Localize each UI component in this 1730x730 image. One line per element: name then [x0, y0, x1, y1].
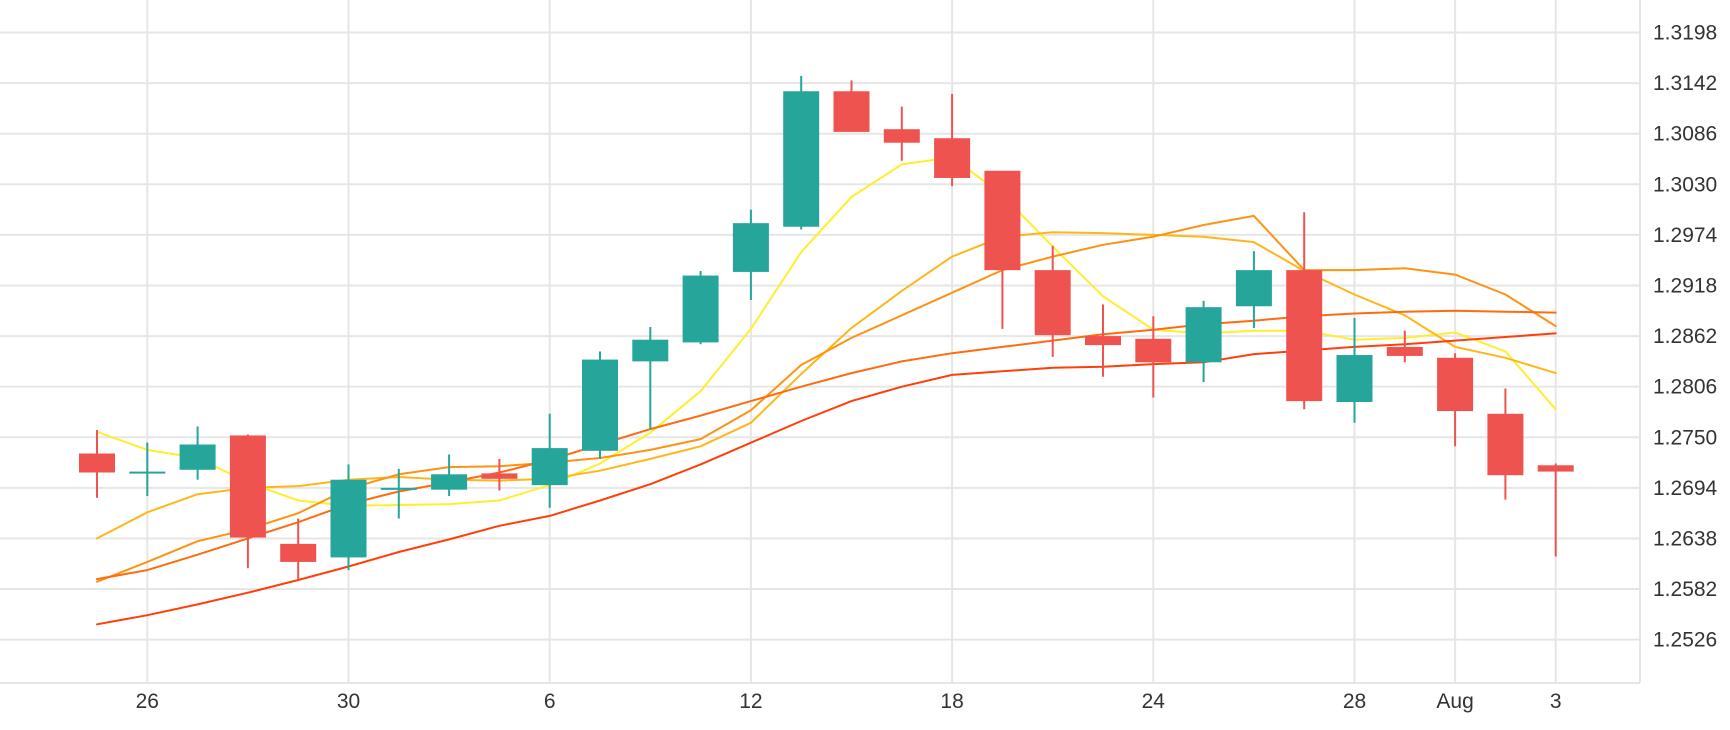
candle-down	[1135, 316, 1172, 398]
candle-down	[984, 170, 1021, 329]
moving-average-line	[96, 156, 1557, 507]
candle-up	[682, 271, 719, 345]
candle-body	[984, 170, 1021, 271]
candle-down	[1487, 388, 1524, 500]
candle-up	[732, 209, 769, 300]
candle-body	[79, 453, 115, 473]
candle-body	[129, 471, 166, 474]
candle-body	[1336, 355, 1373, 403]
x-tick-label: 30	[337, 690, 360, 713]
candle-down	[1537, 463, 1574, 557]
candle-up	[431, 454, 468, 496]
x-tick-label: 26	[136, 690, 159, 713]
y-tick-label: 1.3142	[1653, 72, 1717, 95]
candle-body	[1487, 413, 1524, 476]
candle-down	[1034, 245, 1071, 357]
candle-down	[229, 434, 266, 569]
y-tick-label: 1.2918	[1653, 274, 1717, 297]
y-tick-label: 1.2638	[1653, 527, 1717, 550]
x-tick-label: 12	[739, 690, 762, 713]
x-axis: 26 30 6 12 18 24 28 Aug 3	[136, 690, 1562, 713]
candle-body	[330, 479, 367, 558]
x-tick-label: 6	[544, 690, 556, 713]
candle-down	[833, 80, 870, 132]
candle-body	[380, 487, 417, 490]
x-tick-label: 18	[940, 690, 963, 713]
candle-body	[280, 543, 317, 562]
x-tick-label: Aug	[1436, 690, 1473, 713]
candle-body	[1286, 270, 1323, 402]
candle-body	[582, 359, 618, 451]
candle-down	[1386, 330, 1423, 363]
candles	[79, 75, 1574, 580]
candle-body	[179, 444, 216, 470]
y-tick-label: 1.2526	[1653, 629, 1717, 652]
candle-body	[732, 223, 769, 272]
candle-body	[1235, 270, 1272, 307]
candle-up	[179, 426, 216, 480]
candle-down	[934, 93, 971, 187]
x-tick-label: 24	[1142, 690, 1166, 713]
y-tick-label: 1.3086	[1653, 123, 1717, 146]
candle-body	[1135, 338, 1172, 363]
candle-body	[229, 435, 266, 538]
x-tick-label: 3	[1550, 690, 1562, 713]
candle-up	[1185, 300, 1222, 383]
candle-body	[1386, 346, 1423, 356]
candle-body	[1437, 357, 1474, 412]
candle-body	[783, 91, 820, 227]
candle-down	[481, 458, 518, 491]
candle-body	[632, 339, 669, 362]
candle-body	[1085, 336, 1121, 346]
candle-down	[883, 106, 920, 161]
candle-body	[1537, 465, 1574, 472]
y-tick-label: 1.2582	[1653, 578, 1717, 601]
candle-down	[280, 518, 317, 580]
candle-up	[1235, 251, 1272, 328]
candle-body	[481, 473, 518, 479]
y-axis: 1.3198 1.3142 1.3086 1.3030 1.2974 1.2918 1.28…	[1653, 22, 1718, 652]
candle-body	[431, 474, 468, 490]
chart-grid	[0, 0, 1641, 684]
candle-down	[1286, 212, 1323, 410]
candle-body	[682, 275, 719, 343]
y-tick-label: 1.3198	[1653, 22, 1717, 45]
candle-down	[1085, 304, 1121, 377]
x-tick-label: 28	[1343, 690, 1366, 713]
candle-up	[129, 442, 166, 496]
candle-up	[380, 468, 417, 519]
y-tick-label: 1.2974	[1653, 224, 1718, 247]
candle-down	[79, 430, 115, 498]
y-tick-label: 1.2862	[1653, 325, 1717, 348]
candle-down	[1437, 353, 1474, 447]
candle-body	[1185, 307, 1222, 363]
candle-up	[330, 464, 367, 571]
candle-body	[883, 129, 920, 143]
y-tick-label: 1.2694	[1653, 477, 1718, 500]
y-tick-label: 1.2750	[1653, 426, 1717, 449]
y-tick-label: 1.2806	[1653, 376, 1717, 399]
candle-up	[783, 75, 820, 230]
candle-up	[531, 413, 568, 508]
candle-up	[632, 327, 669, 430]
candle-body	[1034, 270, 1071, 336]
y-tick-label: 1.3030	[1653, 173, 1717, 196]
candle-up	[1336, 318, 1373, 423]
candle-body	[934, 138, 971, 178]
candle-up	[582, 351, 618, 459]
candle-body	[833, 91, 870, 132]
candle-body	[531, 448, 568, 486]
